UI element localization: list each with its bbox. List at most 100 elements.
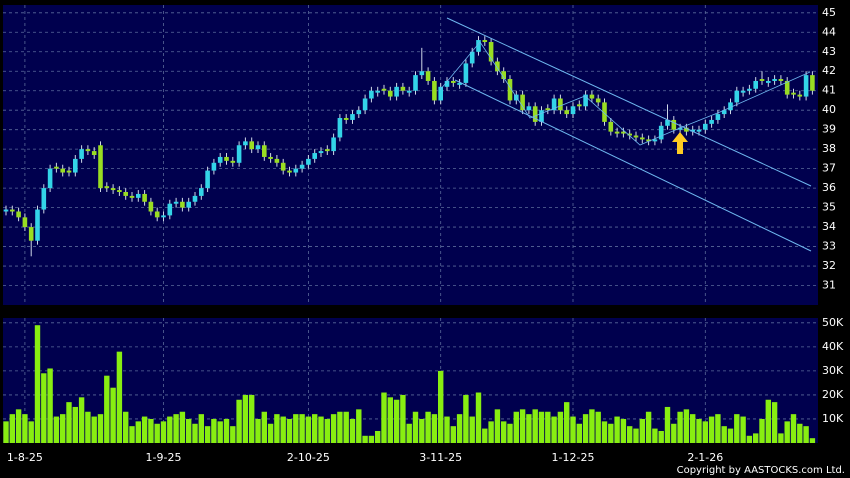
candle-body bbox=[469, 51, 475, 64]
volume-bar bbox=[501, 421, 507, 443]
candle-body bbox=[532, 106, 538, 122]
candle-body bbox=[343, 117, 349, 120]
y-tick-label: 33 bbox=[822, 240, 836, 253]
candle-body bbox=[583, 94, 588, 107]
volume-bar bbox=[387, 397, 393, 443]
volume-bar bbox=[375, 430, 381, 443]
candle-body bbox=[501, 71, 506, 80]
volume-bar bbox=[576, 423, 582, 443]
candle-body bbox=[249, 141, 254, 150]
candle-body bbox=[79, 149, 84, 159]
volume-bar bbox=[230, 426, 236, 443]
candle-body bbox=[658, 125, 664, 140]
candle-body bbox=[299, 164, 305, 169]
candle-body bbox=[627, 133, 632, 136]
volume-bar bbox=[519, 409, 526, 443]
candle-body bbox=[98, 145, 103, 189]
candle-body bbox=[388, 90, 393, 97]
candle-body bbox=[199, 188, 204, 196]
candle-body bbox=[476, 40, 481, 52]
volume-bar bbox=[299, 414, 305, 443]
volume-bar bbox=[683, 409, 690, 443]
candle-body bbox=[66, 170, 72, 173]
volume-bar bbox=[167, 416, 173, 443]
volume-bar bbox=[330, 414, 337, 443]
volume-bar bbox=[53, 416, 60, 443]
candle-body bbox=[482, 40, 488, 43]
y-tick-label: 45 bbox=[822, 6, 836, 19]
volume-bar bbox=[9, 414, 15, 443]
y-tick-label: 36 bbox=[822, 181, 836, 194]
volume-bar bbox=[734, 414, 740, 443]
volume-bar bbox=[469, 416, 475, 443]
candle-body bbox=[331, 137, 336, 152]
volume-bar bbox=[135, 421, 141, 443]
volume-bar bbox=[148, 418, 154, 443]
volume-bar bbox=[141, 416, 148, 443]
candle-body bbox=[280, 162, 286, 171]
y-tick-label: 50K bbox=[822, 316, 844, 329]
volume-bar bbox=[677, 411, 683, 443]
x-tick-label: 3-11-25 bbox=[419, 451, 462, 464]
candle-body bbox=[810, 75, 815, 91]
arrow-icon bbox=[672, 132, 688, 154]
volume-bar bbox=[223, 418, 230, 443]
candle-body bbox=[293, 168, 299, 173]
candle-body bbox=[406, 90, 412, 93]
candle-body bbox=[224, 156, 229, 161]
volume-bar bbox=[696, 418, 702, 443]
candle-body bbox=[438, 86, 443, 101]
volume-bar bbox=[690, 414, 696, 443]
candle-body bbox=[595, 98, 601, 103]
volume-bar bbox=[526, 414, 532, 443]
candle-body bbox=[734, 90, 740, 103]
volume-bar bbox=[204, 426, 211, 443]
volume-bar bbox=[557, 411, 564, 443]
y-tick-label: 10K bbox=[822, 412, 844, 425]
candle-body bbox=[671, 119, 677, 130]
candle-body bbox=[715, 114, 721, 120]
volume-bar bbox=[160, 421, 167, 443]
candle-body bbox=[54, 166, 59, 169]
candle-body bbox=[753, 80, 758, 89]
volume-bar bbox=[349, 418, 356, 443]
volume-bar bbox=[72, 406, 78, 443]
candle-body bbox=[495, 61, 500, 72]
candle-body bbox=[35, 209, 40, 241]
volume-bar bbox=[538, 411, 545, 443]
volume-bar bbox=[15, 409, 22, 443]
volume-bar bbox=[381, 392, 387, 443]
volume-bar bbox=[3, 421, 9, 443]
candle-body bbox=[747, 88, 752, 91]
candle-body bbox=[148, 201, 154, 212]
candle-body bbox=[186, 201, 191, 208]
volume-bar bbox=[797, 423, 803, 443]
volume-bar bbox=[513, 411, 519, 443]
y-tick-label: 32 bbox=[822, 259, 836, 272]
y-tick-label: 40K bbox=[822, 340, 844, 353]
x-tick-label: 1-9-25 bbox=[146, 451, 182, 464]
candle-body bbox=[432, 80, 437, 101]
candle-body bbox=[803, 75, 809, 97]
volume-bar bbox=[217, 421, 223, 443]
candle-body bbox=[728, 102, 733, 111]
volume-bar bbox=[658, 430, 664, 443]
y-tick-label: 41 bbox=[822, 84, 836, 97]
candle-body bbox=[633, 135, 639, 138]
price-panel bbox=[3, 5, 818, 305]
volume-bar bbox=[337, 411, 343, 443]
volume-bar bbox=[236, 399, 242, 443]
candle-body bbox=[652, 139, 658, 142]
candle-body bbox=[778, 79, 784, 81]
volume-bar bbox=[286, 418, 293, 443]
y-tick-label: 37 bbox=[822, 162, 836, 175]
candle-body bbox=[526, 106, 532, 111]
candle-body bbox=[312, 153, 317, 159]
candle-body bbox=[684, 127, 689, 132]
volume-bar bbox=[431, 414, 438, 443]
volume-bar bbox=[463, 394, 469, 443]
candle-body bbox=[255, 145, 261, 150]
volume-bar bbox=[47, 368, 53, 443]
x-tick-label: 2-1-26 bbox=[687, 451, 723, 464]
candle-body bbox=[91, 151, 97, 155]
